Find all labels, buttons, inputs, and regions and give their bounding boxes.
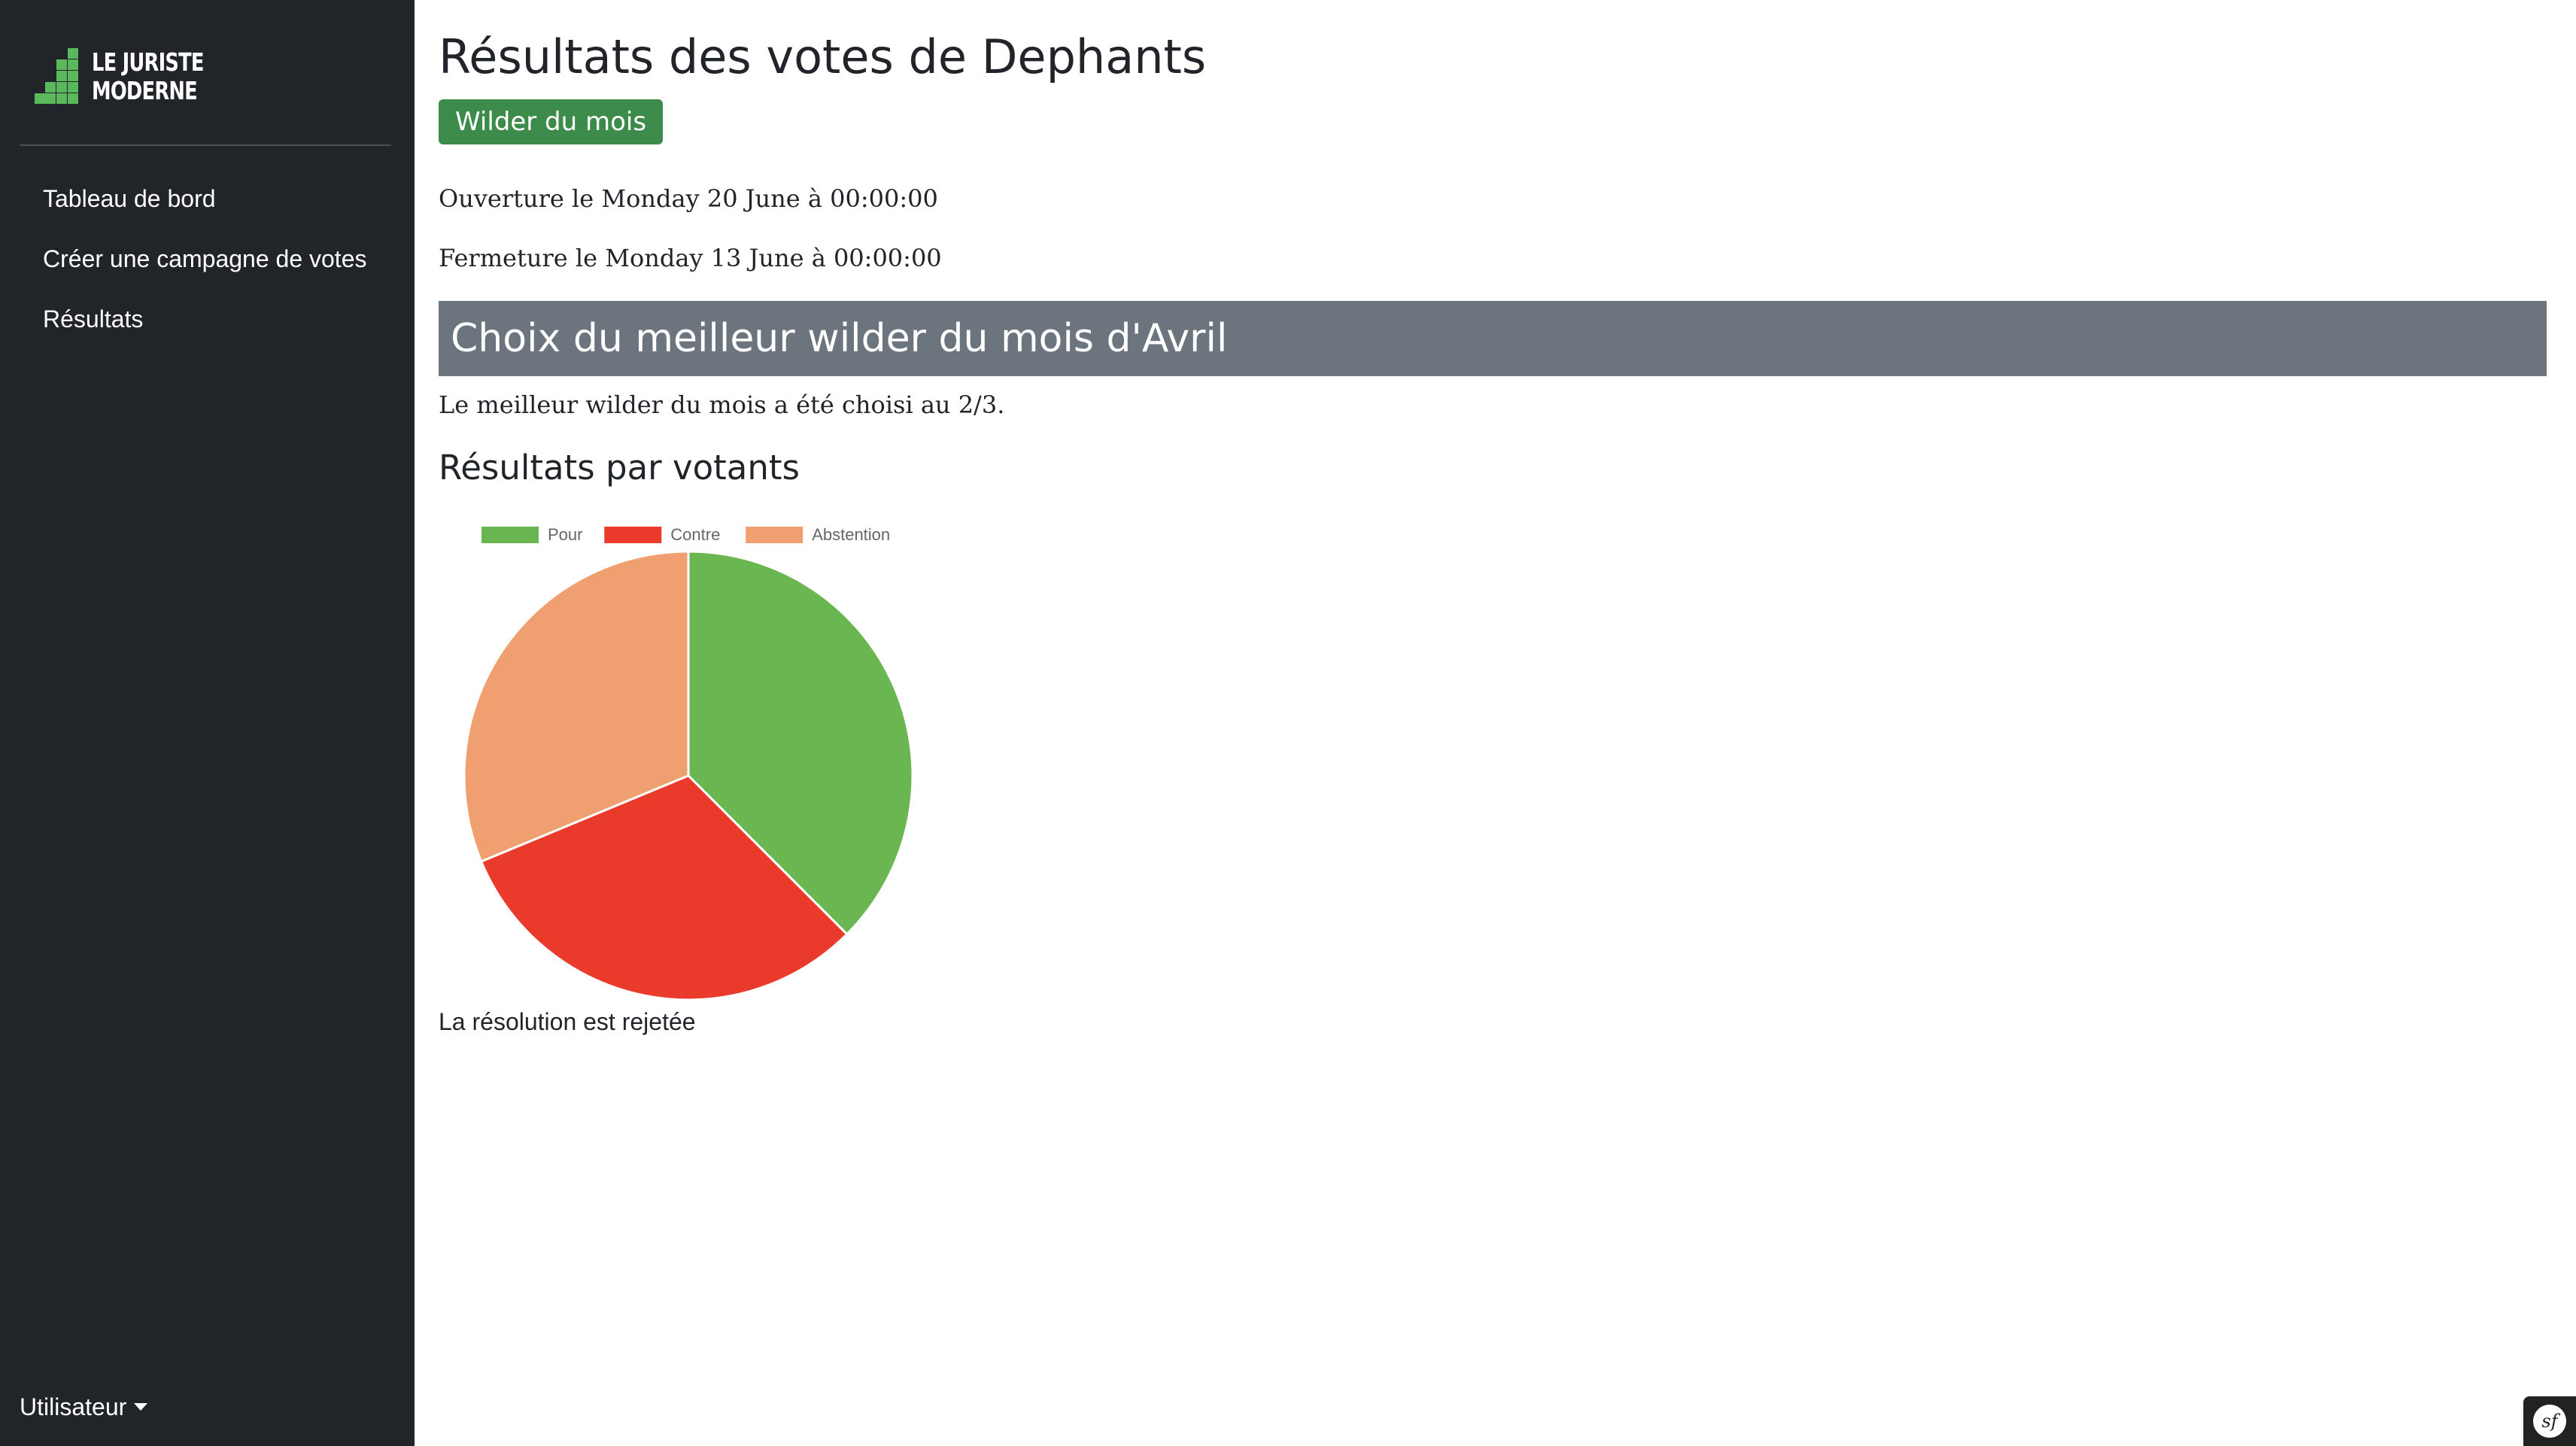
legend-swatch-abstention[interactable] (746, 527, 803, 543)
logo[interactable]: LE JURISTE MODERNE (35, 48, 235, 105)
logo-icon (35, 48, 89, 104)
symfony-toolbar-toggle[interactable]: sf (2523, 1396, 2576, 1446)
sidebar-item-tableau-de-bord[interactable]: Tableau de bord (43, 185, 216, 212)
logo-line-2: MODERNE (92, 76, 198, 105)
legend-swatch-contre[interactable] (604, 527, 662, 543)
section-title: Résultats par votants (439, 448, 800, 488)
legend-swatch-pour[interactable] (481, 527, 539, 543)
results-pie-chart: Pour Contre Abstention (463, 525, 914, 1001)
legend-label-abstention[interactable]: Abstention (812, 525, 890, 544)
sidebar-nav: Tableau de bord Créer une campagne de vo… (43, 184, 366, 364)
legend-label-pour[interactable]: Pour (548, 525, 582, 544)
sidebar-divider (20, 144, 391, 146)
logo-line-1: LE JURISTE (92, 47, 204, 77)
page-title: Résultats des votes de Dephants (439, 29, 1207, 84)
sidebar-item-resultats[interactable]: Résultats (43, 305, 144, 333)
user-menu-dropdown[interactable]: Utilisateur (20, 1392, 148, 1422)
campaign-badge[interactable]: Wilder du mois (439, 99, 664, 144)
pie-slice-abstention[interactable] (463, 550, 690, 864)
resolution-result: La résolution est rejetée (439, 1008, 696, 1035)
sidebar: LE JURISTE MODERNE Tableau de bord Créer… (0, 0, 415, 1446)
sidebar-item-creer-campagne[interactable]: Créer une campagne de votes (43, 245, 367, 272)
logo-text: LE JURISTE MODERNE (92, 48, 204, 105)
caret-down-icon (134, 1403, 148, 1411)
legend-label-contre[interactable]: Contre (670, 525, 720, 544)
majority-rule: Le meilleur wilder du mois a été choisi … (439, 390, 1005, 419)
symfony-icon: sf (2533, 1405, 2566, 1438)
question-title: Choix du meilleur wilder du mois d'Avril (439, 301, 2547, 376)
opening-date: Ouverture le Monday 20 June à 00:00:00 (439, 184, 938, 213)
pie-slice-pour[interactable] (687, 550, 914, 936)
pie-slice-contre[interactable] (479, 774, 849, 1001)
user-menu-label: Utilisateur (20, 1393, 127, 1420)
closing-date: Fermeture le Monday 13 June à 00:00:00 (439, 244, 942, 272)
